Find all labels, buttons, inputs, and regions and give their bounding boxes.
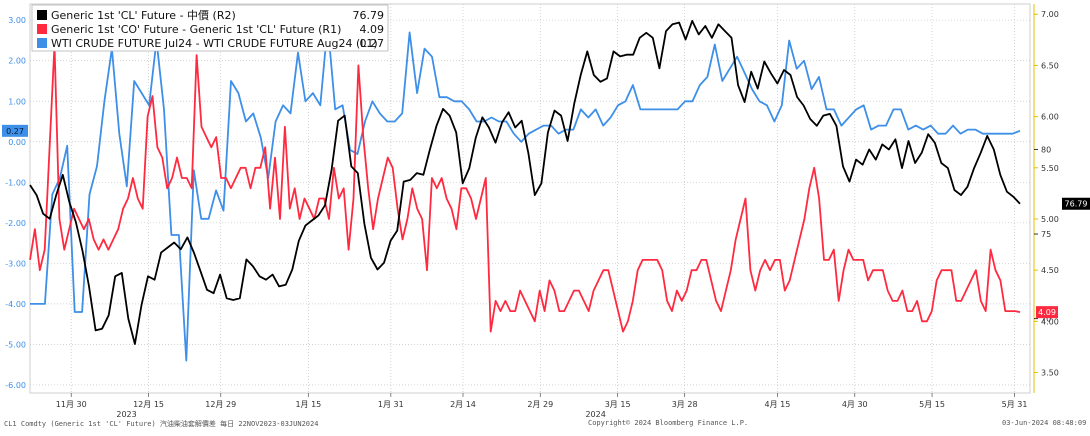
right-axis-1-label: 5.00 bbox=[1041, 215, 1059, 224]
right-axis-1-label: 6.00 bbox=[1041, 113, 1059, 122]
x-tick-label: 1月 15 bbox=[295, 400, 321, 409]
footer-timestamp: 03-Jun-2024 08:48:09 bbox=[1002, 419, 1087, 427]
right-axis-1-label: 4.50 bbox=[1041, 266, 1059, 275]
x-tick-label: 4月 15 bbox=[765, 400, 791, 409]
x-tick-label: 3月 15 bbox=[605, 400, 631, 409]
footer-copyright: Copyright© 2024 Bloomberg Finance L.P. bbox=[588, 419, 749, 427]
legend-swatch bbox=[37, 38, 47, 48]
x-tick-label: 3月 28 bbox=[672, 400, 698, 409]
x-tick-label: 5月 31 bbox=[1002, 400, 1028, 409]
right-axis-2-label: 75 bbox=[1041, 230, 1051, 239]
right-axis-1-label: 4.00 bbox=[1041, 317, 1059, 326]
x-tick-label: 4月 30 bbox=[842, 400, 868, 409]
left-tick-label: 1.00 bbox=[8, 97, 26, 106]
x-tick-label: 2月 14 bbox=[450, 400, 476, 409]
last-tag-left-bg bbox=[2, 124, 28, 137]
series-line-1 bbox=[29, 44, 1021, 333]
left-tick-label: -2.00 bbox=[5, 219, 26, 228]
right-axis-1-label: 3.50 bbox=[1041, 369, 1059, 378]
right-axis-2-label: 80 bbox=[1041, 145, 1051, 154]
left-tick-label: -6.00 bbox=[5, 381, 26, 390]
legend-label: Generic 1st 'CO' Future - Generic 1st 'C… bbox=[51, 23, 341, 36]
last-tag-red-text: 4.09 bbox=[1038, 308, 1056, 317]
x-tick-label: 12月 15 bbox=[133, 400, 164, 409]
right-axis-1-label: 5.50 bbox=[1041, 164, 1059, 173]
plot-area bbox=[29, 3, 1031, 394]
x-year-label: 2024 bbox=[585, 410, 605, 419]
last-tag-red-bg bbox=[1036, 306, 1058, 319]
last-tag-black-text: 76.79 bbox=[1065, 200, 1088, 209]
left-tick-label: 0.00 bbox=[8, 138, 26, 147]
legend-value: 76.79 bbox=[353, 9, 385, 22]
legend-swatch bbox=[37, 10, 47, 20]
legend-swatch bbox=[37, 24, 47, 34]
legend-label: Generic 1st 'CL' Future - 中價 (R2) bbox=[51, 8, 236, 22]
series-line-0 bbox=[29, 20, 1021, 345]
left-tick-label: 3.00 bbox=[8, 16, 26, 25]
legend-box bbox=[31, 4, 389, 52]
right-axis-1-label: 7.00 bbox=[1041, 10, 1059, 19]
left-tick-label: -5.00 bbox=[5, 340, 26, 349]
x-tick-label: 5月 15 bbox=[919, 400, 945, 409]
legend-value: 4.09 bbox=[360, 23, 385, 36]
x-tick-label: 11月 30 bbox=[56, 400, 87, 409]
x-year-label: 2023 bbox=[116, 410, 136, 419]
left-tick-label: -4.00 bbox=[5, 300, 26, 309]
last-tag-left-text: 0.27 bbox=[6, 127, 24, 136]
left-tick-label: 2.00 bbox=[8, 57, 26, 66]
right-axis-2-label: 70 bbox=[1041, 315, 1051, 324]
x-tick-label: 2月 29 bbox=[527, 400, 553, 409]
x-tick-label: 1月 31 bbox=[378, 400, 404, 409]
left-tick-label: -3.00 bbox=[5, 259, 26, 268]
footer-source: CL1 Comdty (Generic 1st 'CL' Future) 汽油柴… bbox=[4, 420, 319, 428]
last-tag-black-bg bbox=[1062, 197, 1090, 210]
left-tick-label: -1.00 bbox=[5, 178, 26, 187]
x-tick-label: 12月 29 bbox=[205, 400, 236, 409]
legend-value: 0.27 bbox=[360, 37, 385, 50]
legend-label: WTI CRUDE FUTURE Jul24 - WTI CRUDE FUTUR… bbox=[51, 37, 378, 50]
right-axis-1-label: 6.50 bbox=[1041, 61, 1059, 70]
